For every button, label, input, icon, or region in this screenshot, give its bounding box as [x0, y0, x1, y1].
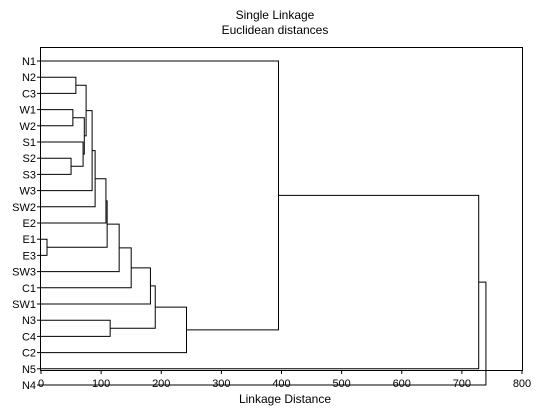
leaf-label-N1: N1: [22, 56, 36, 68]
link-m14: [41, 247, 132, 289]
leaf-label-N3: N3: [22, 315, 36, 327]
link-m16: [110, 285, 156, 329]
link-m4: [41, 76, 77, 94]
leaf-label-S1: S1: [23, 137, 36, 149]
link-m13: [41, 223, 120, 273]
leaf-label-S2: S2: [23, 153, 36, 165]
x-tick-label: 500: [332, 378, 350, 390]
link-m18: [41, 60, 279, 331]
dendrogram-links: [41, 60, 487, 386]
link-m5: [41, 141, 84, 167]
leaf-label-E1: E1: [23, 234, 36, 246]
leaf-label-S3: S3: [23, 169, 36, 181]
link-m17: [41, 306, 188, 354]
leaf-label-N2: N2: [22, 72, 36, 84]
link-m3: [41, 109, 74, 127]
link-m6: [72, 117, 85, 155]
link-m2: [41, 157, 72, 175]
x-tick-label: 300: [212, 378, 230, 390]
leaf-label-SW1: SW1: [12, 299, 36, 311]
chart-title: Single Linkage: [235, 8, 315, 22]
x-tick-label: 200: [152, 378, 170, 390]
chart-subtitle: Euclidean distances: [221, 23, 329, 37]
x-tick-label: 700: [453, 378, 471, 390]
x-axis-label: Linkage Distance: [238, 392, 332, 406]
leaf-label-N5: N5: [22, 364, 36, 376]
link-m11: [47, 200, 108, 248]
x-tick-label: 0: [38, 378, 44, 390]
leaf-label-C4: C4: [22, 331, 36, 343]
leaf-label-N4: N4: [22, 380, 36, 392]
x-tick-label: 400: [272, 378, 290, 390]
leaf-label-SW3: SW3: [12, 267, 36, 279]
link-m15: [41, 267, 151, 305]
leaf-label-C2: C2: [22, 348, 36, 360]
link-m1: [41, 238, 48, 256]
leaf-label-C1: C1: [22, 283, 36, 295]
x-tick-label: 800: [513, 378, 531, 390]
link-m20: [41, 281, 487, 386]
leaf-label-E2: E2: [23, 218, 36, 230]
link-m10: [41, 178, 107, 224]
leaf-label-W2: W2: [20, 121, 37, 133]
leaf-label-C3: C3: [22, 88, 36, 100]
leaf-label-E3: E3: [23, 250, 36, 262]
x-axis-ticks: 0 100 200 300 400 500 600 700 800: [38, 370, 531, 390]
link-m8: [41, 110, 93, 192]
x-tick-label: 100: [92, 378, 110, 390]
plot-frame: [40, 47, 523, 371]
leaf-label-W3: W3: [20, 186, 37, 198]
link-m12: [41, 319, 111, 337]
x-tick-label: 600: [393, 378, 411, 390]
leaf-label-SW2: SW2: [12, 202, 36, 214]
link-m9: [41, 150, 96, 208]
leaf-labels: N1 N2 C3 W1 W2 S1 S2 S3 W3 SW2 E2 E1 E3 SW3 C1 SW1 N3 C4 C…: [12, 56, 41, 392]
leaf-label-W1: W1: [20, 105, 37, 117]
